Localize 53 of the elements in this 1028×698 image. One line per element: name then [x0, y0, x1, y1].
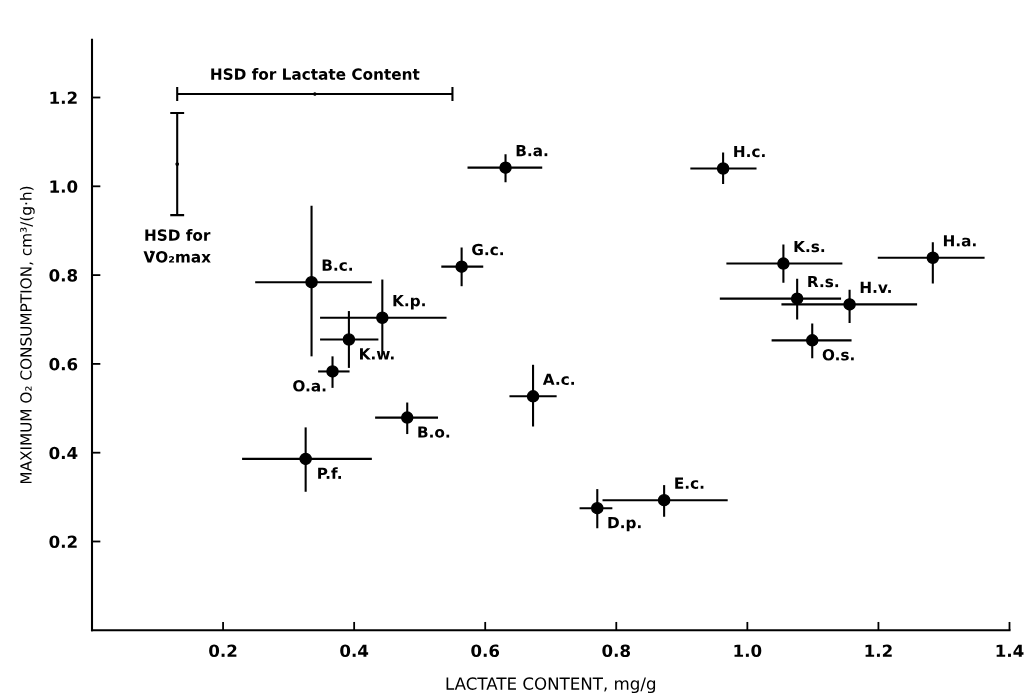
y-axis-title: MAXIMUM O₂ CONSUMPTION, cm³/(g·h): [19, 186, 35, 484]
annotation: B.o.: [418, 426, 450, 438]
point: [777, 257, 790, 270]
x-tick-label: 1.0: [734, 644, 762, 658]
annotation: K.p.: [393, 295, 425, 310]
point: [400, 411, 414, 424]
x-tick-label: 0.2: [209, 644, 237, 658]
y-tick-label: 0.2: [49, 535, 77, 549]
point: [342, 333, 356, 346]
annotation: HSD for Lactate Content: [211, 68, 420, 80]
y-tick-label: 1.0: [50, 180, 78, 193]
annotation: E.c.: [675, 477, 704, 489]
point: [455, 260, 468, 273]
point: [657, 493, 671, 507]
annotation: P.f.: [318, 467, 342, 479]
annotation: K.s.: [794, 240, 825, 253]
x-tick-label: 0.4: [340, 644, 369, 658]
point: [790, 292, 804, 305]
x-tick-label: 0.6: [471, 644, 500, 658]
y-tick-label: 0.6: [49, 357, 78, 371]
annotation: H.c.: [734, 145, 765, 158]
annotation: G.c.: [472, 243, 503, 256]
point: [299, 452, 312, 466]
annotation: B.a.: [516, 145, 548, 157]
x-axis-title: LACTATE CONTENT, mg/g: [446, 677, 656, 694]
point: [376, 311, 389, 324]
y-tick-label: 0.4: [49, 446, 78, 460]
point: [843, 298, 856, 311]
point: [926, 251, 940, 265]
point: [805, 334, 819, 347]
x-tick-label: 1.4: [996, 644, 1024, 657]
annotation: H.v.: [860, 281, 891, 293]
annotation: O.s.: [822, 348, 854, 361]
point: [499, 161, 512, 174]
annotation: H.a.: [943, 235, 976, 247]
point: [326, 365, 339, 378]
x-tick-label: 0.8: [602, 644, 631, 658]
annotation: B.c.: [322, 259, 353, 271]
y-tick-label: 0.8: [49, 269, 78, 282]
point: [716, 162, 730, 175]
annotation: D.p.: [608, 517, 641, 532]
annotation: K.w.: [360, 348, 394, 360]
point: [526, 390, 540, 403]
annotation: A.c.: [542, 373, 574, 386]
annotation: O.a.: [293, 380, 326, 392]
annotation: HSD for V̇O₂max: [143, 229, 211, 263]
point: [313, 92, 317, 96]
point: [305, 275, 318, 289]
x-tick-label: 1.2: [865, 644, 892, 657]
point: [591, 501, 604, 515]
annotation: R.s.: [808, 275, 839, 288]
point: [175, 162, 180, 166]
y-tick-label: 1.2: [50, 91, 77, 104]
